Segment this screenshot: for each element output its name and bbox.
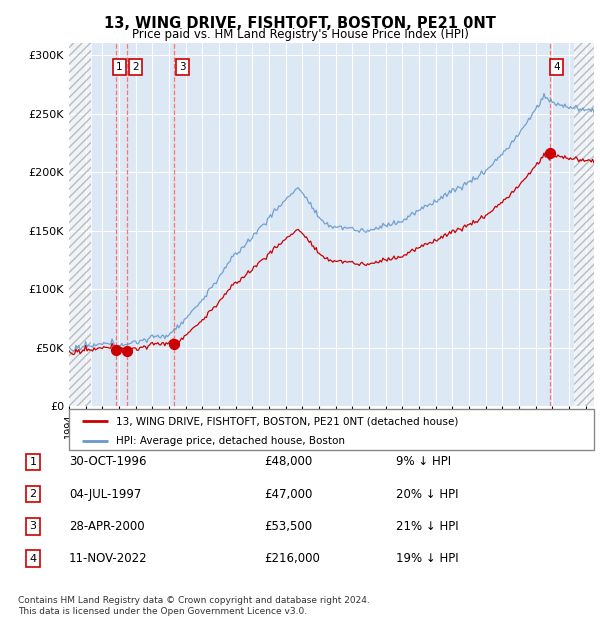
Point <box>122 346 132 356</box>
Text: 13, WING DRIVE, FISHTOFT, BOSTON, PE21 0NT (detached house): 13, WING DRIVE, FISHTOFT, BOSTON, PE21 0… <box>116 416 458 427</box>
Point <box>170 339 179 348</box>
Text: 3: 3 <box>29 521 37 531</box>
Text: 9% ↓ HPI: 9% ↓ HPI <box>396 456 451 468</box>
Text: 04-JUL-1997: 04-JUL-1997 <box>69 488 142 500</box>
Text: 2: 2 <box>29 489 37 499</box>
Text: 11-NOV-2022: 11-NOV-2022 <box>69 552 148 565</box>
Text: 30-OCT-1996: 30-OCT-1996 <box>69 456 146 468</box>
Text: 4: 4 <box>553 62 560 72</box>
Text: 3: 3 <box>179 62 186 72</box>
Bar <box>69 43 91 406</box>
Text: 13, WING DRIVE, FISHTOFT, BOSTON, PE21 0NT: 13, WING DRIVE, FISHTOFT, BOSTON, PE21 0… <box>104 16 496 31</box>
Text: 1: 1 <box>116 62 123 72</box>
Text: £47,000: £47,000 <box>264 488 313 500</box>
Text: 19% ↓ HPI: 19% ↓ HPI <box>396 552 458 565</box>
Text: £53,500: £53,500 <box>264 520 312 533</box>
Bar <box>69 43 91 406</box>
Point <box>112 345 121 355</box>
Text: 21% ↓ HPI: 21% ↓ HPI <box>396 520 458 533</box>
Text: Contains HM Land Registry data © Crown copyright and database right 2024.
This d: Contains HM Land Registry data © Crown c… <box>18 596 370 616</box>
Text: 4: 4 <box>29 554 37 564</box>
Text: 20% ↓ HPI: 20% ↓ HPI <box>396 488 458 500</box>
Text: 28-APR-2000: 28-APR-2000 <box>69 520 145 533</box>
Text: Price paid vs. HM Land Registry's House Price Index (HPI): Price paid vs. HM Land Registry's House … <box>131 28 469 40</box>
Text: £48,000: £48,000 <box>264 456 312 468</box>
Text: HPI: Average price, detached house, Boston: HPI: Average price, detached house, Bost… <box>116 436 345 446</box>
Bar <box>574 43 594 406</box>
Text: £216,000: £216,000 <box>264 552 320 565</box>
Bar <box>574 43 594 406</box>
Text: 1: 1 <box>29 457 37 467</box>
Text: 2: 2 <box>133 62 139 72</box>
Point <box>545 148 555 158</box>
